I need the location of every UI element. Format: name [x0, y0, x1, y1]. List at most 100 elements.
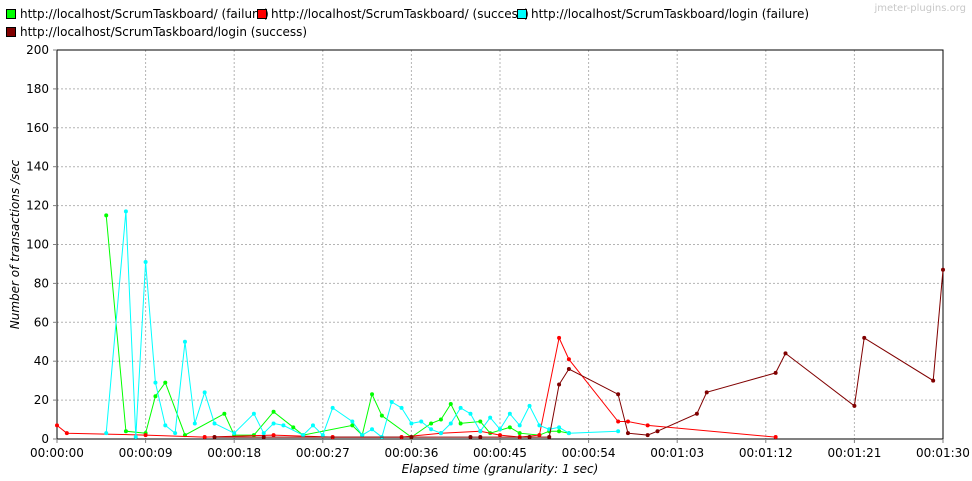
y-tick-label: 200	[26, 43, 49, 57]
data-point	[557, 335, 562, 340]
y-tick-label: 120	[26, 199, 49, 213]
data-point	[616, 429, 621, 434]
data-point	[379, 413, 384, 418]
data-point	[498, 433, 502, 438]
data-point	[143, 260, 148, 265]
data-point	[566, 357, 571, 362]
x-tick-label: 00:01:21	[827, 446, 881, 460]
data-point	[438, 431, 443, 436]
data-point	[409, 421, 414, 426]
x-tick-label: 00:00:18	[207, 446, 261, 460]
data-point	[261, 435, 266, 440]
data-point	[64, 431, 69, 436]
data-point	[251, 411, 256, 416]
x-tick-label: 00:01:30	[916, 446, 970, 460]
x-tick-label: 00:00:27	[296, 446, 350, 460]
data-point	[123, 209, 128, 214]
data-point	[202, 435, 207, 440]
data-point	[429, 421, 434, 426]
series-0	[104, 213, 571, 440]
data-point	[547, 435, 552, 440]
data-point	[616, 392, 621, 397]
data-point	[55, 423, 59, 428]
y-tick-label: 40	[34, 354, 49, 368]
data-point	[941, 267, 945, 272]
y-tick-label: 20	[34, 393, 49, 407]
data-point	[202, 390, 207, 395]
x-tick-label: 00:01:03	[650, 446, 704, 460]
data-point	[773, 435, 778, 440]
data-point	[478, 435, 483, 440]
x-tick-label: 00:00:45	[473, 446, 527, 460]
data-point	[310, 423, 315, 428]
data-point	[468, 411, 473, 416]
data-point	[370, 427, 375, 432]
data-point	[360, 433, 365, 438]
data-point	[458, 421, 463, 426]
x-axis: 00:00:00 00:00:09 00:00:18 00:00:27 00:00:36…	[30, 439, 970, 460]
watermark: jmeter-plugins.org	[874, 3, 966, 14]
data-point	[498, 427, 502, 432]
data-point	[566, 366, 571, 371]
data-point	[389, 400, 394, 405]
data-point	[163, 380, 168, 385]
legend-item-root-success: http://localhost/ScrumTaskboard/ (succes…	[257, 6, 529, 22]
data-point	[645, 423, 650, 428]
y-tick-label: 140	[26, 160, 49, 174]
data-point	[399, 405, 404, 410]
data-point	[301, 433, 306, 438]
data-point	[616, 419, 621, 424]
data-point	[448, 421, 453, 426]
x-tick-label: 00:01:12	[739, 446, 793, 460]
data-point	[507, 411, 512, 416]
series-line-2	[105, 211, 619, 438]
data-point	[507, 425, 512, 430]
data-point	[488, 415, 493, 420]
data-point	[517, 423, 522, 428]
data-point	[212, 435, 217, 440]
legend-item-login-success: http://localhost/ScrumTaskboard/login (s…	[6, 24, 307, 40]
data-point	[251, 433, 256, 438]
data-point	[370, 392, 375, 397]
data-point	[271, 421, 276, 426]
x-tick-label: 00:00:54	[562, 446, 616, 460]
data-point	[566, 431, 571, 436]
y-axis-title: Number of transactions /sec	[8, 159, 22, 329]
data-point	[163, 423, 168, 428]
data-point	[350, 423, 355, 428]
data-point	[281, 423, 286, 428]
y-tick-label: 60	[34, 315, 49, 329]
y-tick-label: 160	[26, 121, 49, 135]
data-point	[478, 419, 483, 424]
data-point	[320, 433, 325, 438]
y-tick-label: 180	[26, 82, 49, 96]
data-point	[557, 425, 562, 430]
data-point	[704, 390, 709, 395]
legend-item-login-failure: http://localhost/ScrumTaskboard/login (f…	[517, 6, 809, 22]
legend-label-root-success: http://localhost/ScrumTaskboard/ (succes…	[271, 7, 529, 21]
data-point	[271, 433, 276, 438]
series-1	[55, 335, 778, 440]
data-point	[773, 370, 778, 375]
data-point	[222, 411, 227, 416]
data-point	[350, 419, 355, 424]
data-point	[478, 429, 483, 434]
data-point	[153, 394, 158, 399]
legend-swatch-login-failure	[517, 9, 527, 19]
data-point	[438, 417, 443, 422]
data-point	[783, 351, 788, 356]
data-point	[625, 431, 630, 436]
data-point	[182, 339, 187, 344]
data-point	[104, 431, 109, 436]
data-point	[291, 425, 296, 430]
data-point	[458, 405, 463, 410]
y-tick-label: 0	[41, 432, 49, 446]
data-point	[468, 435, 473, 440]
data-point	[271, 409, 276, 414]
legend-label-login-failure: http://localhost/ScrumTaskboard/login (f…	[531, 7, 810, 21]
x-tick-label: 00:00:09	[119, 446, 173, 460]
data-point	[645, 433, 650, 438]
data-point	[931, 378, 936, 383]
series-2	[104, 209, 621, 440]
legend-swatch-root-success	[257, 9, 267, 19]
